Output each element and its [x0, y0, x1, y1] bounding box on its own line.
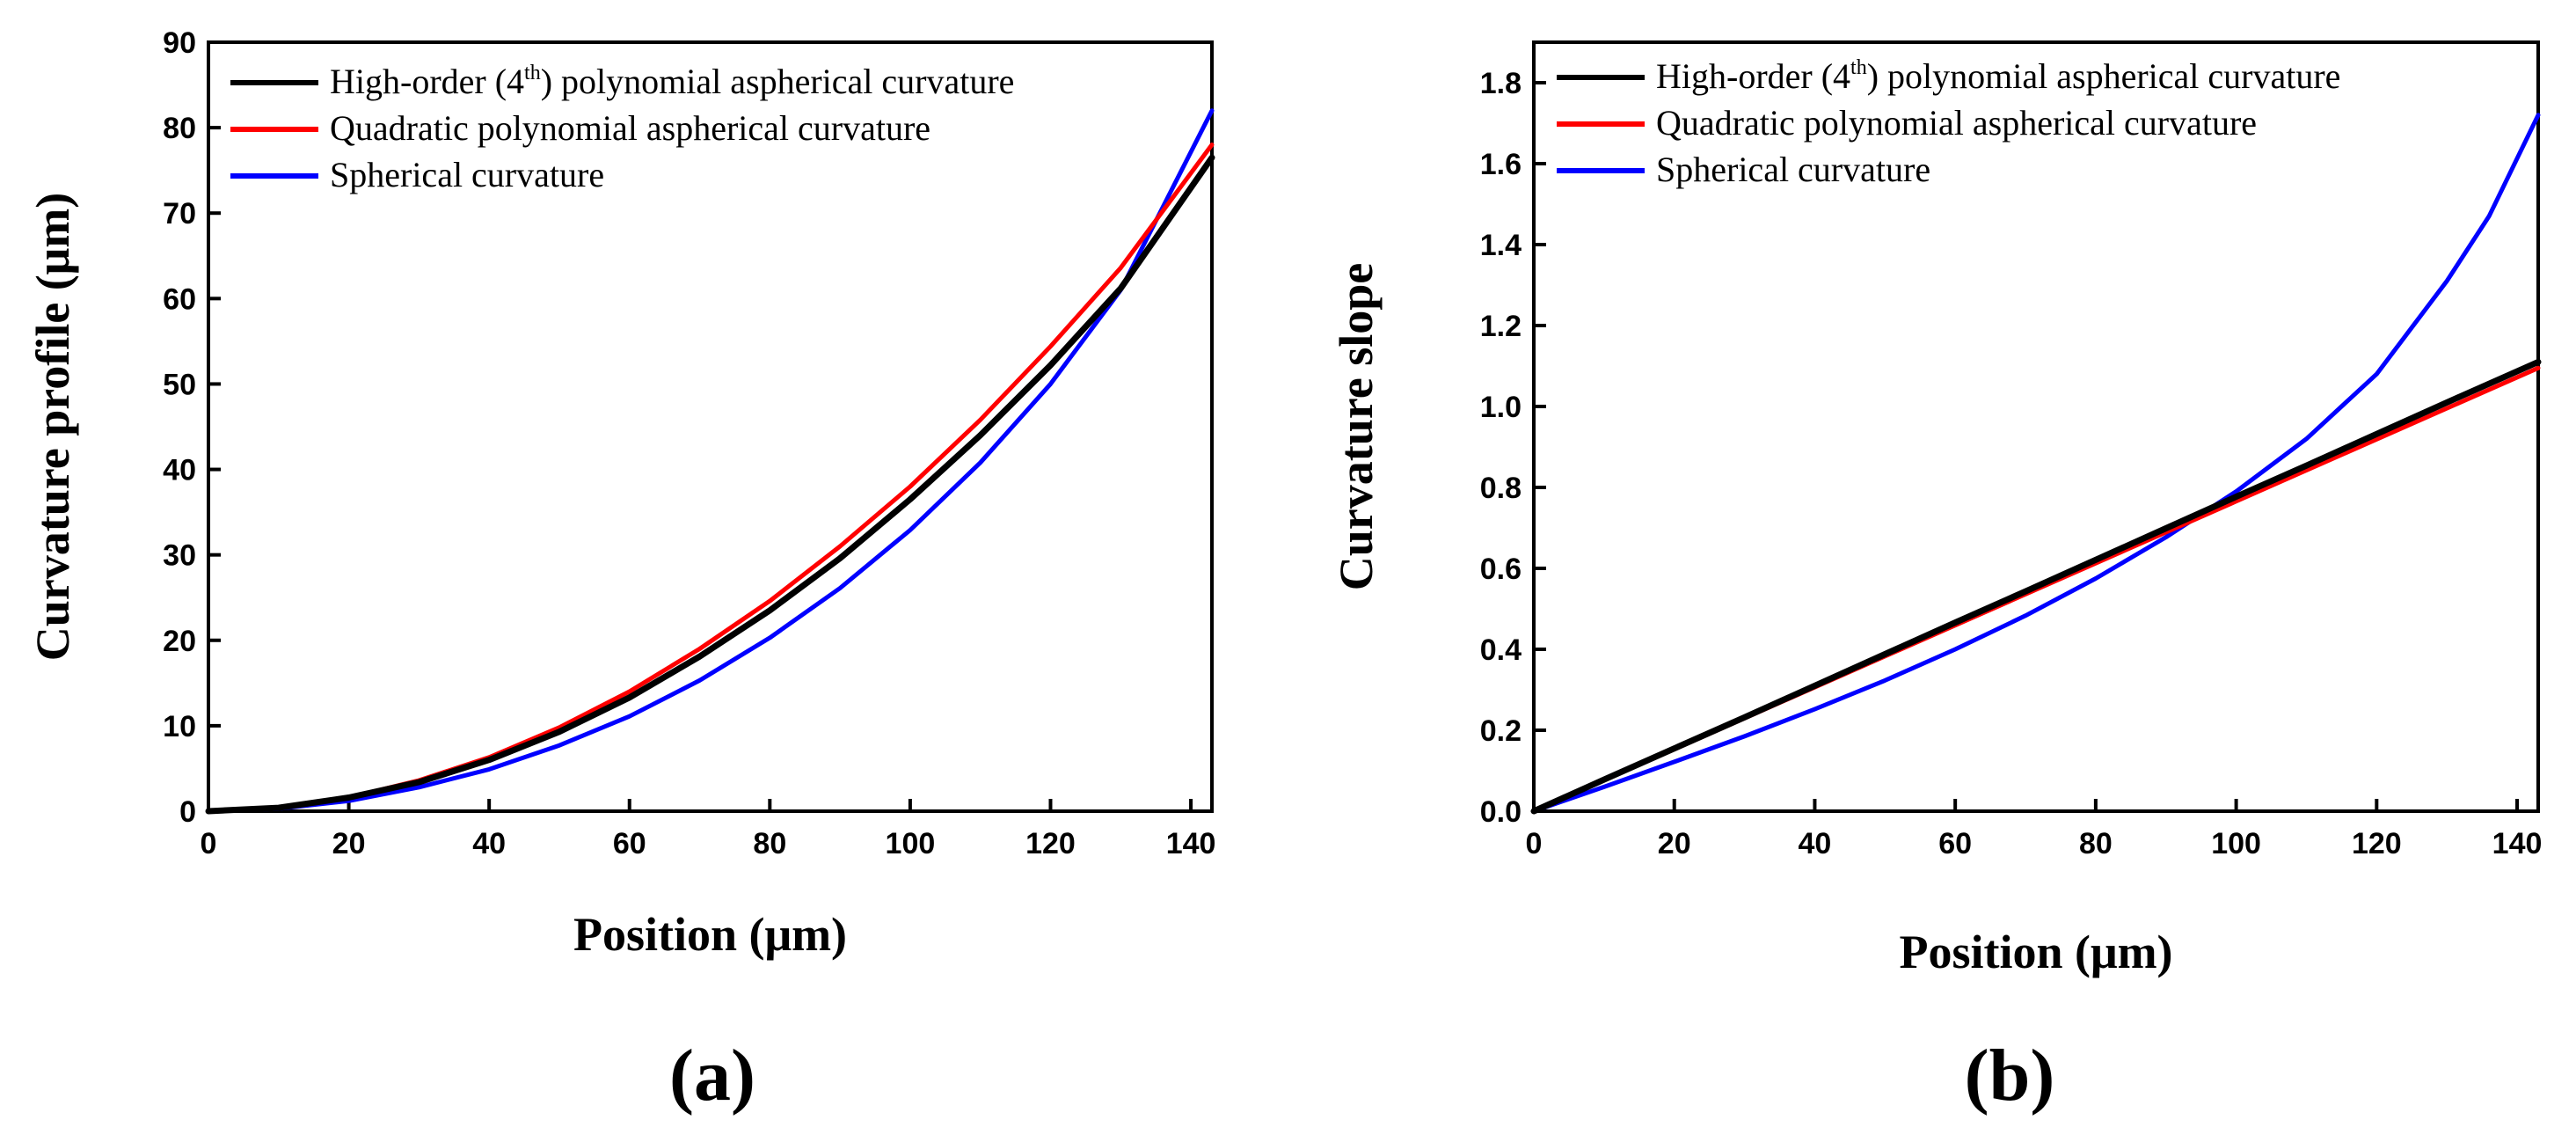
x-tick-label-a: 120 — [1025, 827, 1076, 860]
x-tick-label-a: 140 — [1166, 827, 1216, 860]
x-tick-label-a: 60 — [613, 827, 646, 860]
axes-a: 0 20 40 60 80 100 120 140 0 10 20 30 40 50 60 70 80 90 — [163, 26, 1215, 860]
legend-a-label-quadratic: Quadratic polynomial aspherical curvatur… — [330, 108, 930, 148]
y-tick-label-a: 40 — [163, 454, 196, 487]
y-tick-label-b: 0.6 — [1480, 553, 1522, 586]
legend-a-label-high-order: High-order (4th) polynomial aspherical c… — [330, 62, 1014, 101]
x-tick-label-b: 140 — [2492, 827, 2543, 860]
series-line-quadratic-a — [206, 143, 1215, 814]
series-line-high-order-a — [205, 154, 1215, 815]
x-tick-label-b: 20 — [1658, 827, 1691, 860]
plot-frame-b — [1532, 40, 2540, 813]
x-tick-label-b: 100 — [2211, 827, 2261, 860]
y-tick-label-a: 20 — [163, 625, 196, 658]
legend-a-label-spherical: Spherical curvature — [330, 155, 604, 194]
y-tick-label-b: 1.4 — [1480, 229, 1522, 262]
y-tick-label-a: 10 — [163, 710, 196, 743]
axes-b: 0 20 40 60 80 100 120 140 0.0 0.2 0.4 0.6 0.8 1.0 1.2 1… — [1480, 67, 2543, 860]
y-tick-label-a: 0 — [179, 795, 196, 829]
legend-a-label-high-order-sup: th — [524, 62, 541, 84]
legend-b-label-high-order: High-order (4th) polynomial aspherical c… — [1656, 56, 2340, 96]
legend-b-label-quadratic: Quadratic polynomial aspherical curvatur… — [1656, 103, 2257, 143]
x-tick-label-b: 120 — [2352, 827, 2402, 860]
y-tick-label-b: 0.0 — [1480, 795, 1522, 829]
x-tick-label-a: 100 — [886, 827, 936, 860]
y-tick-label-b: 0.8 — [1480, 472, 1522, 505]
x-tick-label-a: 20 — [332, 827, 366, 860]
y-tick-label-a: 70 — [163, 197, 196, 231]
legend-a: High-order (4th) polynomial aspherical c… — [230, 62, 1014, 194]
series-line-high-order-b — [1530, 358, 2542, 815]
x-tick-label-b: 40 — [1799, 827, 1832, 860]
legend-b-label-high-order-sup: th — [1850, 56, 1867, 79]
y-tick-label-b: 0.4 — [1480, 633, 1522, 667]
plot-frame-a — [207, 40, 1214, 813]
series-line-spherical-a — [206, 108, 1215, 814]
series-lines-b — [1530, 113, 2542, 815]
legend-b-label-high-order-main: High-order (4 — [1656, 56, 1850, 96]
y-tick-label-a: 80 — [163, 112, 196, 145]
x-tick-label-a: 40 — [472, 827, 506, 860]
x-axis-title-a: Position (μm) — [573, 908, 847, 961]
legend-b-label-spherical: Spherical curvature — [1656, 150, 1930, 189]
x-tick-label-b: 80 — [2079, 827, 2113, 860]
y-tick-label-b: 1.0 — [1480, 391, 1522, 424]
legend-a-label-high-order-rest: ) polynomial aspherical curvature — [541, 62, 1015, 101]
x-tick-label-a: 80 — [753, 827, 786, 860]
series-lines-a — [205, 108, 1215, 815]
legend-a-label-high-order-main: High-order (4 — [330, 62, 524, 101]
x-tick-label-a: 0 — [201, 827, 217, 860]
y-tick-label-b: 1.2 — [1480, 310, 1522, 343]
panel-b: 0 20 40 60 80 100 120 140 0.0 0.2 0.4 0.6 0.8 1.0 1.2 1… — [1330, 40, 2543, 1116]
x-axis-title-b: Position (μm) — [1899, 926, 2172, 978]
y-tick-label-a: 60 — [163, 282, 196, 316]
y-axis-title-b: Curvature slope — [1330, 263, 1383, 591]
panel-a: 0 20 40 60 80 100 120 140 0 10 20 30 40 50 60 70 80 90 Hi… — [26, 26, 1215, 1116]
series-line-spherical-b — [1531, 113, 2541, 814]
y-tick-label-a: 90 — [163, 26, 196, 60]
y-tick-label-b: 1.8 — [1480, 67, 1522, 100]
panel-label-a: (a) — [669, 1035, 755, 1116]
y-tick-label-b: 0.2 — [1480, 714, 1522, 748]
y-axis-title-a: Curvature profile (μm) — [26, 193, 79, 662]
x-tick-label-b: 60 — [1938, 827, 1972, 860]
panel-label-b: (b) — [1965, 1035, 2055, 1116]
y-tick-label-a: 50 — [163, 368, 196, 401]
y-tick-label-b: 1.6 — [1480, 148, 1522, 181]
x-tick-label-b: 0 — [1526, 827, 1543, 860]
legend-b: High-order (4th) polynomial aspherical c… — [1557, 56, 2340, 189]
legend-b-label-high-order-rest: ) polynomial aspherical curvature — [1867, 56, 2341, 96]
y-tick-label-a: 30 — [163, 539, 196, 573]
